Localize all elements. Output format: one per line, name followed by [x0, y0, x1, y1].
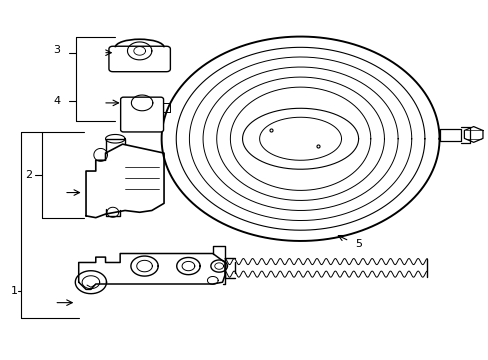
Text: 2: 2 [25, 170, 33, 180]
Text: 3: 3 [53, 45, 60, 55]
FancyBboxPatch shape [109, 46, 170, 72]
FancyBboxPatch shape [121, 97, 163, 132]
Text: 1: 1 [11, 286, 18, 296]
Text: 5: 5 [355, 239, 362, 249]
Text: 4: 4 [53, 96, 60, 106]
